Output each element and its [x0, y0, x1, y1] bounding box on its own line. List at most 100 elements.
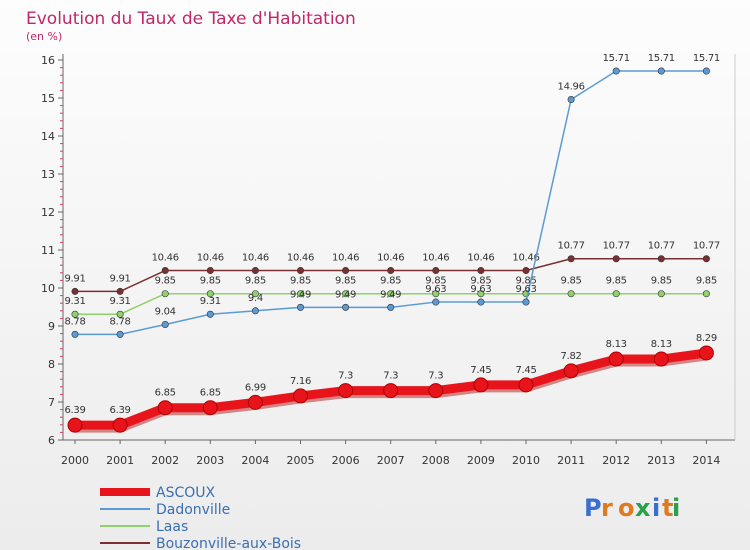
x-tick-label: 2010 [512, 454, 540, 467]
data-point [657, 290, 665, 298]
data-point [161, 267, 169, 275]
data-point [657, 255, 665, 263]
data-label: 9.63 [470, 284, 491, 295]
data-label: 6.39 [64, 405, 85, 416]
series-ascoux: 6.39 6.39 6.85 6.85 6.99 7.16 7.3 7.3 7.3 7.45 7.4… [64, 333, 717, 433]
data-point [206, 310, 214, 318]
series-laas: 9.31 9.31 9.85 9.85 9.85 9.85 9.85 9.85 9.85 9.85… [64, 276, 717, 318]
data-point [567, 255, 575, 263]
data-label: 9.91 [110, 273, 131, 284]
data-point [157, 400, 173, 416]
data-label: 9.85 [200, 276, 221, 287]
x-tick-label: 2008 [422, 454, 450, 467]
x-tick-label: 2002 [151, 454, 179, 467]
data-label: 10.77 [693, 241, 720, 252]
data-point [161, 320, 169, 328]
data-label: 10.46 [512, 253, 539, 264]
data-label: 9.4 [248, 293, 263, 304]
data-point [206, 267, 214, 275]
data-point [251, 290, 259, 298]
data-label: 6.85 [200, 388, 221, 399]
data-label: 10.46 [467, 253, 494, 264]
data-label: 9.85 [651, 276, 672, 287]
data-label: 6.99 [245, 382, 266, 393]
data-point [477, 290, 485, 298]
data-label: 9.85 [290, 276, 311, 287]
data-point [608, 351, 624, 367]
data-label: 9.31 [110, 296, 131, 307]
data-label: 10.77 [648, 241, 675, 252]
data-label: 9.85 [696, 276, 717, 287]
brand-letter: o [618, 494, 635, 522]
y-tick-label: 6 [48, 434, 55, 447]
series-bouzonville-aux-bois: 9.91 9.91 10.46 10.46 10.46 10.46 10.46 10.46 10… [64, 241, 720, 295]
data-label: 10.77 [558, 241, 585, 252]
data-label: 10.46 [242, 253, 269, 264]
data-point [567, 96, 575, 104]
data-label: 6.39 [110, 405, 131, 416]
data-point [432, 267, 440, 275]
data-label: 10.77 [603, 241, 630, 252]
data-point [387, 290, 395, 298]
data-point [563, 363, 579, 379]
data-label: 9.63 [425, 284, 446, 295]
data-point [702, 290, 710, 298]
x-tick-label: 2014 [692, 454, 720, 467]
legend-label: Dadonville [156, 502, 230, 518]
data-label: 9.85 [335, 276, 356, 287]
x-tick-label: 2011 [557, 454, 585, 467]
x-tick-label: 2006 [332, 454, 360, 467]
data-point [522, 298, 530, 306]
data-label: 9.85 [606, 276, 627, 287]
legend-item: Bouzonville-aux-Bois [100, 536, 301, 550]
legend-item: ASCOUX [100, 485, 216, 501]
data-point [612, 67, 620, 75]
data-label: 7.82 [561, 351, 582, 362]
brand-letter: P [584, 494, 602, 522]
data-point [653, 351, 669, 367]
data-point [251, 267, 259, 275]
data-point [71, 287, 79, 295]
data-point [612, 255, 620, 263]
data-point [477, 298, 485, 306]
x-tick-label: 2003 [196, 454, 224, 467]
data-point [428, 383, 444, 399]
data-point [296, 267, 304, 275]
data-label: 15.71 [648, 53, 675, 64]
data-label: 9.85 [561, 276, 582, 287]
x-tick-label: 2000 [61, 454, 89, 467]
legend-label: Bouzonville-aux-Bois [156, 536, 301, 550]
data-point [342, 290, 350, 298]
data-point [112, 417, 128, 433]
data-point [567, 290, 575, 298]
y-tick-label: 14 [41, 130, 55, 143]
data-label: 9.85 [380, 276, 401, 287]
y-tick-label: 10 [41, 282, 55, 295]
data-label: 9.04 [155, 306, 176, 317]
legend-label: Laas [156, 519, 188, 535]
x-tick-label: 2013 [647, 454, 675, 467]
data-point [702, 255, 710, 263]
data-label: 8.29 [696, 333, 717, 344]
data-point [116, 287, 124, 295]
data-label: 6.85 [155, 388, 176, 399]
data-point [296, 303, 304, 311]
x-tick-label: 2009 [467, 454, 495, 467]
data-point [338, 383, 354, 399]
data-point [202, 400, 218, 416]
data-label: 9.85 [245, 276, 266, 287]
data-label: 9.49 [335, 289, 356, 300]
brand-letter: t [662, 494, 673, 522]
data-label: 7.3 [428, 371, 443, 382]
y-tick-label: 7 [48, 396, 55, 409]
data-point [612, 290, 620, 298]
data-point [387, 267, 395, 275]
data-label: 9.63 [515, 284, 536, 295]
y-tick-label: 13 [41, 168, 55, 181]
data-point [293, 388, 308, 404]
brand-letter: i [672, 494, 680, 522]
brand-letter: x [635, 494, 651, 522]
series-layer: 9.91 9.91 10.46 10.46 10.46 10.46 10.46 10.46 10… [64, 53, 720, 433]
